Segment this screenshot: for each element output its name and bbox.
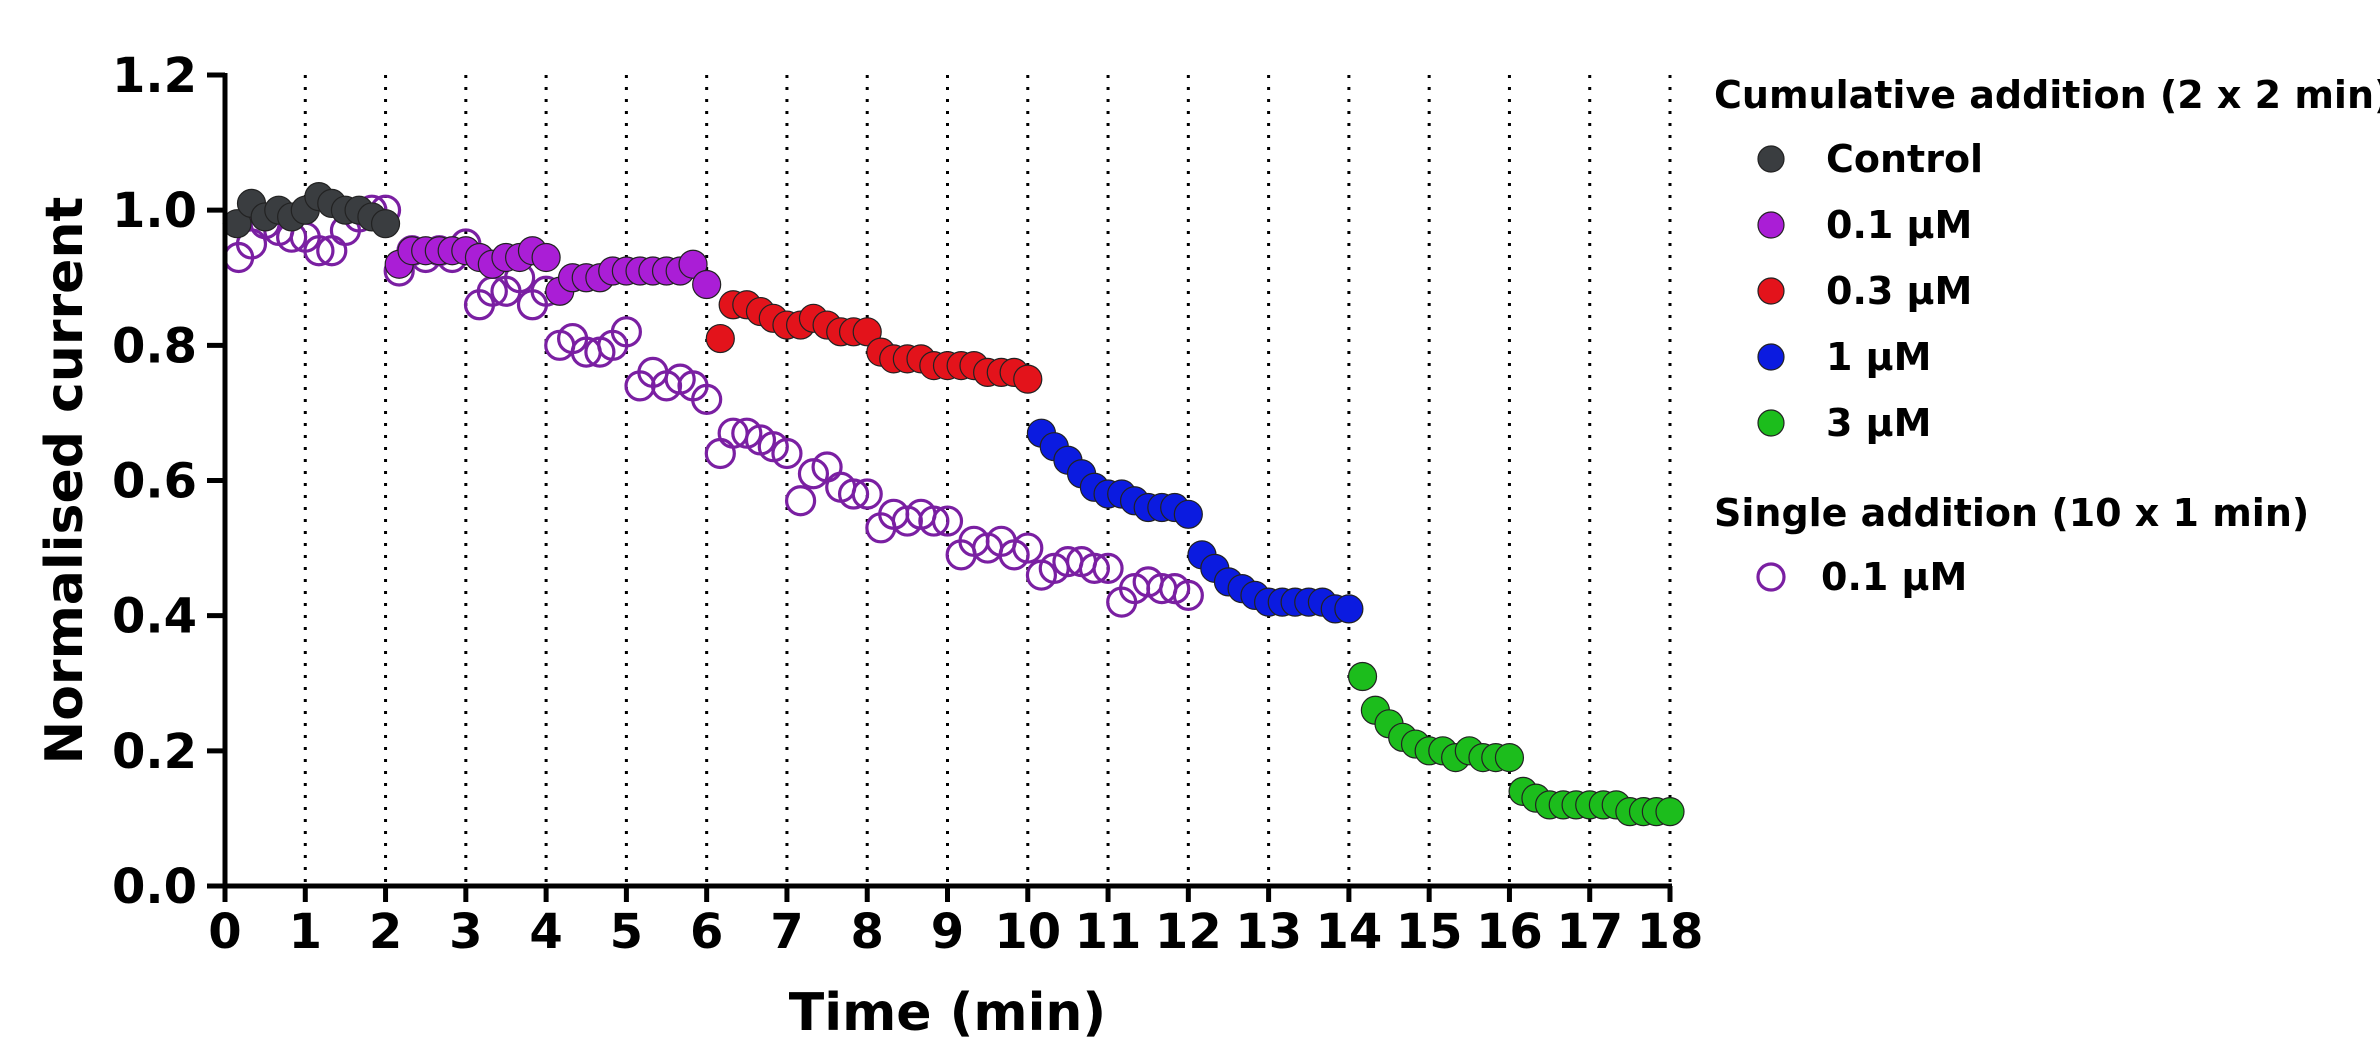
legend-label: Control [1826, 137, 1983, 181]
x-tick-label: 5 [610, 904, 643, 960]
x-axis-ticks: 0 1 2 3 4 5 6 7 8 9 10 11 12 13 14 15 16 17 18 [208, 886, 1703, 960]
x-tick-label: 17 [1556, 904, 1623, 960]
x-tick-label: 4 [529, 904, 562, 960]
legend-group-title: Cumulative addition (2 x 2 min) [1714, 73, 2380, 117]
legend-label: 0.1 μM [1826, 203, 1972, 247]
x-tick-label: 1 [289, 904, 322, 960]
data-point [1092, 552, 1124, 584]
series-layer-open [223, 194, 1204, 618]
data-point [531, 242, 561, 273]
data-point [931, 505, 964, 537]
data-point [771, 437, 803, 470]
legend-marker [1757, 211, 1785, 239]
x-tick-label: 12 [1155, 904, 1222, 960]
data-point [705, 323, 735, 354]
data-point [1172, 579, 1204, 611]
x-tick-label: 16 [1476, 904, 1543, 960]
legend-marker [1757, 343, 1785, 371]
legend-label: 3 μM [1826, 401, 1931, 445]
x-tick-label: 3 [449, 904, 482, 960]
x-tick-label: 2 [369, 904, 402, 960]
legend-group-title: Single addition (10 x 1 min) [1714, 491, 2309, 535]
y-tick-label: 0.8 [112, 318, 197, 374]
legend-marker [1757, 277, 1785, 305]
x-tick-label: 7 [770, 904, 803, 960]
y-tick-label: 1.2 [112, 48, 197, 104]
data-point [678, 249, 708, 279]
x-tick-label: 0 [208, 904, 241, 960]
x-tick-label: 11 [1075, 904, 1142, 960]
data-point [370, 209, 401, 239]
x-tick-label: 14 [1315, 904, 1382, 960]
data-point [1494, 742, 1525, 773]
y-axis-ticks: 0.0 0.2 0.4 0.6 0.8 1.0 1.2 [112, 48, 225, 915]
series-1 [384, 236, 722, 306]
x-tick-label: 18 [1637, 904, 1704, 960]
y-tick-label: 0.4 [112, 589, 197, 645]
x-tick-label: 8 [851, 904, 884, 960]
legend-marker [1757, 145, 1785, 173]
y-axis-title: Normalised current [35, 197, 95, 765]
y-tick-label: 0.2 [112, 724, 197, 780]
data-point [852, 317, 882, 347]
x-tick-label: 13 [1235, 904, 1302, 960]
series-4 [1347, 661, 1685, 827]
data-point [837, 478, 870, 510]
data-point [1012, 532, 1044, 564]
y-tick-label: 0.6 [112, 454, 197, 510]
data-point [303, 235, 335, 267]
data-point [610, 316, 642, 348]
data-point [691, 383, 723, 415]
x-axis-title: Time (min) [789, 983, 1106, 1040]
series-2 [705, 290, 1043, 394]
data-point [784, 485, 817, 517]
data-point [1334, 594, 1364, 624]
y-tick-label: 1.0 [112, 183, 197, 239]
y-tick-label: 0.0 [112, 859, 197, 915]
series-layer-filled [222, 182, 1685, 827]
legend: Cumulative addition (2 x 2 min) Control 0.… [1714, 73, 2380, 599]
x-tick-label: 15 [1396, 904, 1463, 960]
data-point [1173, 499, 1203, 529]
data-point [1655, 797, 1685, 827]
x-tick-label: 9 [931, 904, 964, 960]
data-point [1078, 552, 1111, 584]
data-point [692, 269, 722, 300]
x-tick-label: 6 [690, 904, 723, 960]
data-point [851, 478, 883, 510]
legend-marker [1756, 562, 1786, 592]
data-point [1347, 661, 1378, 692]
data-point [1013, 364, 1043, 394]
legend-label: 0.3 μM [1826, 269, 1972, 313]
legend-label: 0.1 μM [1821, 555, 1967, 599]
series-5 [223, 194, 1204, 618]
series-3 [1026, 418, 1364, 624]
legend-label: 1 μM [1826, 335, 1931, 379]
data-point [918, 505, 950, 537]
series-0 [222, 182, 401, 239]
x-tick-label: 10 [994, 904, 1061, 960]
legend-marker [1757, 409, 1785, 437]
